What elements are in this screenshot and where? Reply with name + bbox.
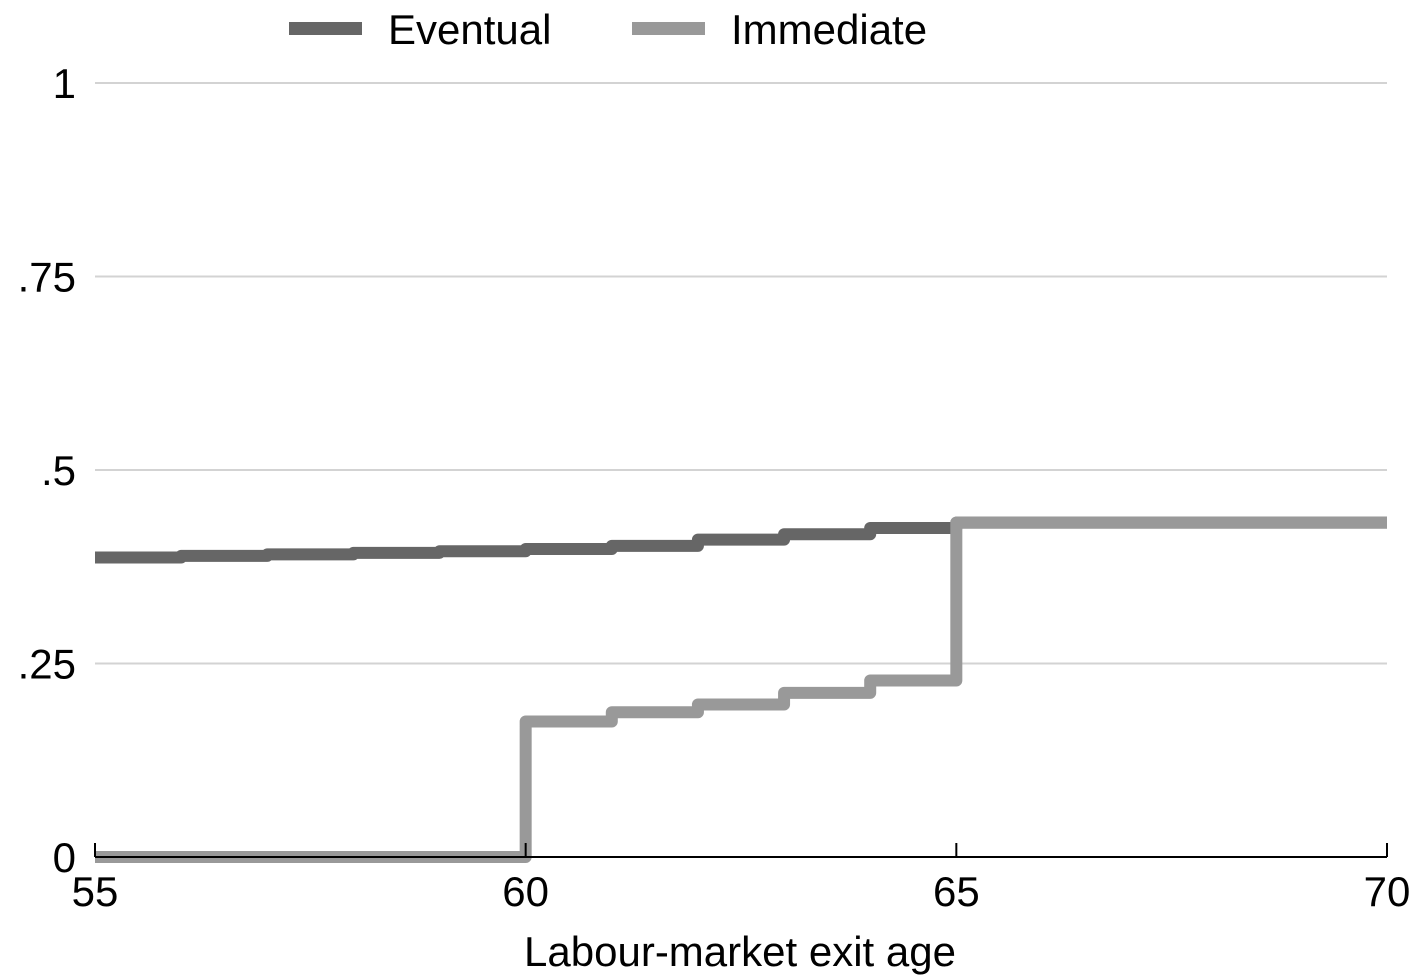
y-tick-label: 0 <box>53 834 76 881</box>
gridlines <box>95 82 1387 665</box>
series-line-eventual <box>95 516 1387 564</box>
x-axis-label: Labour-market exit age <box>524 928 956 975</box>
y-tick-label: .25 <box>18 641 76 688</box>
x-axis: 55 60 65 70 <box>72 843 1411 915</box>
y-tick-label: .75 <box>18 254 76 301</box>
y-tick-label: 1 <box>53 60 76 107</box>
legend-swatch-eventual <box>289 22 362 35</box>
legend-label-eventual: Eventual <box>388 6 551 53</box>
series-line-immediate <box>95 516 1387 863</box>
x-tick-label: 60 <box>502 868 549 915</box>
legend: Eventual Immediate <box>289 6 927 53</box>
x-tick-label: 65 <box>933 868 980 915</box>
series-lines <box>95 516 1387 863</box>
y-axis-tick-labels: 0 .25 .5 .75 1 <box>18 60 76 881</box>
x-tick-label: 55 <box>72 868 119 915</box>
y-tick-label: .5 <box>41 447 76 494</box>
legend-swatch-immediate <box>632 22 705 35</box>
legend-label-immediate: Immediate <box>731 6 927 53</box>
x-tick-label: 70 <box>1364 868 1411 915</box>
